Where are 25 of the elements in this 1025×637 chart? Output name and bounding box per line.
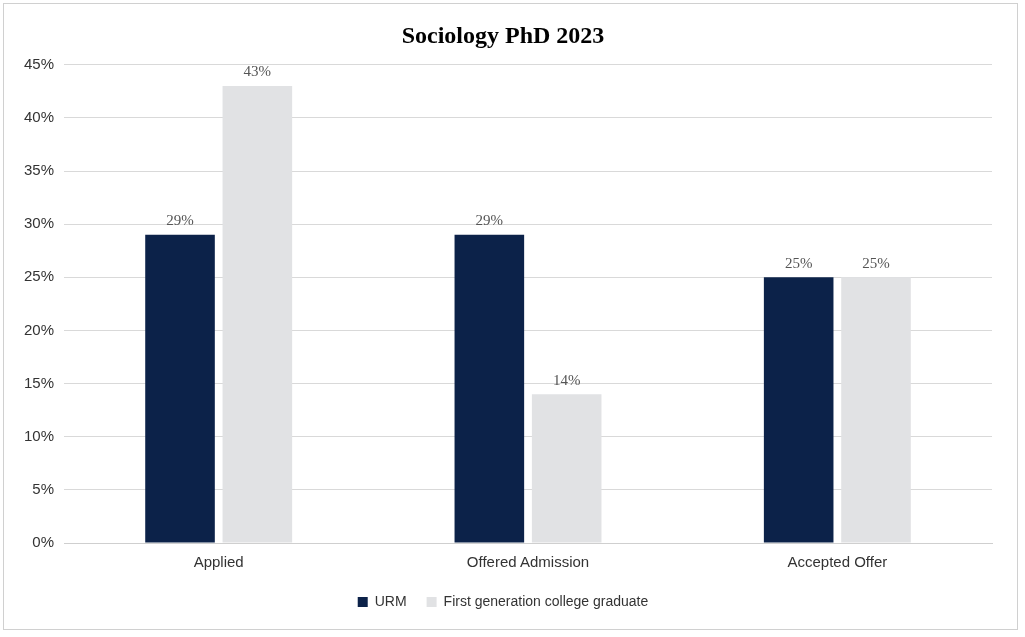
y-tick-label: 35% (23, 161, 55, 179)
x-tick-label: Accepted Offer (787, 553, 888, 571)
y-tick-label: 5% (32, 480, 55, 498)
y-tick-label: 0% (32, 533, 55, 551)
legend-label: First generation college graduate (443, 592, 649, 609)
y-tick-label: 25% (23, 267, 55, 285)
y-tick-label: 10% (23, 426, 55, 444)
data-label: 25% (862, 254, 890, 271)
chart-title: Sociology PhD 2023 (401, 21, 605, 48)
data-label: 14% (552, 371, 581, 388)
legend-label: URM (374, 592, 407, 609)
y-tick-label: 15% (23, 373, 55, 391)
y-tick-label: 30% (23, 214, 55, 232)
data-label: 29% (475, 212, 504, 229)
y-tick-label: 45% (23, 54, 55, 72)
x-tick-label: Applied (193, 553, 244, 571)
data-label: 25% (784, 254, 813, 271)
x-tick-label: Offered Admission (466, 553, 590, 571)
bar (454, 234, 525, 543)
data-label: 43% (243, 63, 272, 80)
y-tick-label: 40% (23, 108, 55, 126)
bar (145, 234, 215, 543)
y-tick-label: 20% (23, 320, 55, 338)
data-label: 29% (166, 212, 194, 229)
bar (763, 277, 834, 543)
